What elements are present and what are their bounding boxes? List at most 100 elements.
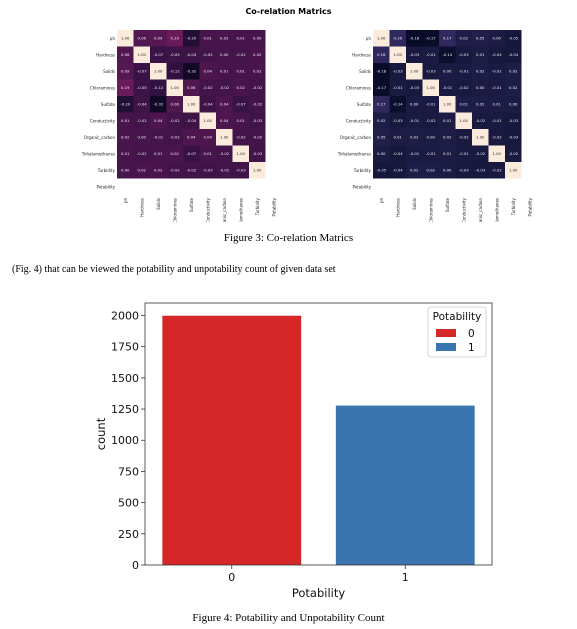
heatmap-cell-value: -0.02 (459, 85, 469, 90)
heatmap-cell-value: 0.01 (204, 36, 213, 41)
heatmap-col-label: Conductivity (205, 197, 210, 222)
bar-1 (335, 405, 475, 565)
heatmap-cell (422, 162, 439, 179)
heatmap-cell-value: -0.03 (203, 168, 213, 173)
heatmap-cell (488, 96, 505, 113)
heatmap-cell-value: 0.01 (220, 69, 229, 74)
heatmap-cell-value: -0.20 (186, 36, 196, 41)
heatmap-cell-value: -0.04 (203, 102, 213, 107)
heatmap-cell-value: 0.00 (493, 36, 502, 41)
heatmap-cell (472, 145, 489, 162)
heatmap-cell (249, 46, 266, 63)
heatmap-cell-value: -0.02 (475, 118, 485, 123)
heatmap-cell (488, 63, 505, 80)
heatmap-cell (406, 112, 423, 129)
heatmap-cell-value: -0.02 (492, 135, 502, 140)
y-tick-label: 250 (118, 528, 139, 541)
y-tick-label: 500 (118, 497, 139, 510)
heatmap-cell (505, 46, 522, 63)
heatmap-cell (166, 96, 183, 113)
heatmap-cell-value: -0.04 (393, 151, 403, 156)
heatmap-cell-value: 0.02 (138, 168, 147, 173)
heatmap-cell-value: 1.00 (460, 118, 469, 123)
heatmap-cell (183, 112, 200, 129)
heatmap-cell-value: 1.00 (237, 151, 246, 156)
heatmap-cell (249, 162, 266, 179)
heatmap-cell (373, 63, 390, 80)
heatmap-cell (505, 112, 522, 129)
heatmap-cell (166, 145, 183, 162)
heatmap-row-label: Organic_carbon (340, 135, 372, 140)
heatmap-cell-value: -0.03 (252, 151, 262, 156)
heatmap-cell (455, 145, 472, 162)
heatmap-row-label: Solids (359, 69, 371, 74)
heatmap-cell-value: -0.01 (459, 69, 469, 74)
heatmap-cell (166, 79, 183, 96)
heatmap-cell (488, 112, 505, 129)
heatmap-cell (406, 129, 423, 146)
figure-3-caption: Figure 3: Co-relation Matrics (223, 232, 354, 244)
heatmap-cell-value: -0.02 (508, 151, 518, 156)
heatmap-cell (150, 129, 167, 146)
heatmap-cell-value: -0.02 (137, 118, 147, 123)
heatmap-cell-value: -0.32 (186, 69, 196, 74)
heatmap-cell-value: -0.03 (236, 168, 246, 173)
heatmap-row-label: Trihalomethanes (81, 151, 115, 156)
heatmap-cell (117, 162, 134, 179)
heatmap-cell-value: -0.01 (442, 85, 452, 90)
bar-0 (162, 315, 302, 565)
heatmap-cell (232, 145, 249, 162)
heatmap-cell-value: -0.02 (426, 118, 436, 123)
heatmap-cell (216, 162, 233, 179)
heatmap-cell-value: -0.01 (492, 118, 502, 123)
heatmap-row-label: Chloramines (90, 85, 115, 90)
heatmap-cell (133, 129, 150, 146)
heatmap-cell (406, 162, 423, 179)
heatmap-cell-value: 0.00 (443, 69, 452, 74)
heatmap-cell-value: 0.19 (121, 85, 130, 90)
heatmap-cell (216, 30, 233, 47)
heatmap-row-label: Turbidity (97, 168, 116, 173)
heatmap-col-label: Potability (271, 197, 276, 216)
heatmap-cell (117, 46, 134, 63)
heatmap-cell (117, 96, 134, 113)
heatmap-cell (472, 79, 489, 96)
heatmap-cell-value: -0.05 (508, 36, 518, 41)
heatmap-cell (199, 79, 216, 96)
heatmap-cell (216, 79, 233, 96)
heatmap-cell-value: 0.02 (220, 36, 229, 41)
heatmap-cell (166, 46, 183, 63)
heatmap-cell (373, 145, 390, 162)
heatmap-cell-value: 1.00 (154, 69, 163, 74)
heatmap-cell-value: 0.02 (121, 135, 130, 140)
heatmap-cell (505, 63, 522, 80)
heatmap-col-label: Hardness (395, 198, 400, 217)
heatmap-cell (133, 46, 150, 63)
figure-3-title: Co-relation Matrics (245, 7, 332, 16)
heatmap-col-label: Solids (412, 198, 417, 210)
heatmap-cell (488, 145, 505, 162)
heatmap-cell-value: -0.03 (252, 118, 262, 123)
heatmap-cell-value: 0.01 (237, 69, 246, 74)
heatmap-col-label: Turbidity (511, 197, 516, 216)
heatmap-cell-value: 0.04 (204, 69, 213, 74)
heatmap-cell (422, 145, 439, 162)
heatmap-cell (150, 112, 167, 129)
figure-4-caption: Figure 4: Potability and Unpotability Co… (192, 612, 385, 624)
heatmap-cell-value: 0.00 (220, 52, 229, 57)
heatmap-cell-value: 0.01 (443, 118, 452, 123)
heatmap-cell-value: 0.02 (509, 69, 518, 74)
heatmap-cell (373, 96, 390, 113)
heatmap-cell-value: 1.00 (394, 52, 403, 57)
heatmap-cell-value: 0.00 (121, 168, 130, 173)
heatmap-col-label: Organic_carbon (478, 198, 483, 222)
heatmap-row-label: Chloramines (346, 85, 371, 90)
heatmap-cell (488, 162, 505, 179)
heatmap-cell (472, 112, 489, 129)
heatmap-cell-value: -0.02 (252, 135, 262, 140)
heatmap-cell-value: 0.06 (121, 52, 130, 57)
heatmap-cell-value: -0.02 (252, 102, 262, 107)
heatmap-col-label: Organic_carbon (222, 198, 227, 222)
heatmap-cell (389, 79, 406, 96)
heatmap-cell-value: 0.01 (394, 135, 403, 140)
